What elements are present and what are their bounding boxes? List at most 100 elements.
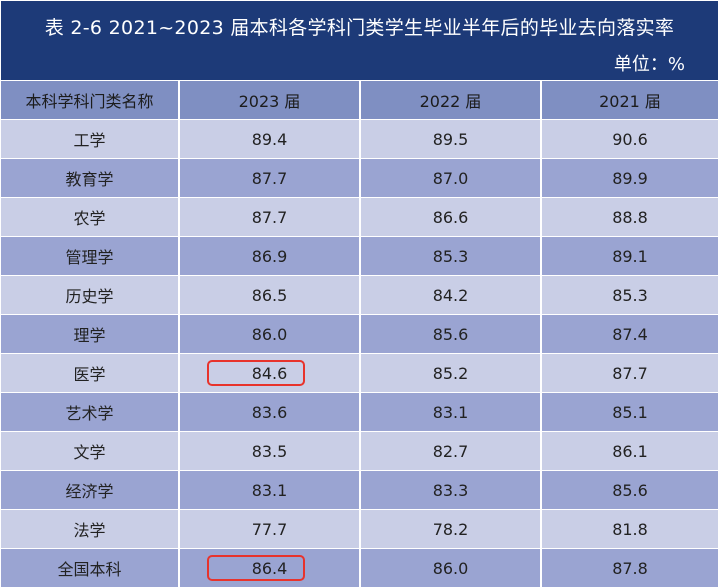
- cell-discipline: 法学: [1, 509, 179, 549]
- cell-2022-text: 85.2: [432, 363, 469, 383]
- cell-2021: 87.8: [540, 548, 718, 587]
- cell-2023-text: 84.6: [251, 363, 288, 383]
- cell-2021-text: 87.7: [612, 363, 648, 383]
- cell-discipline-text: 历史学: [65, 287, 114, 306]
- table-row: 历史学 86.5 84.2 85.3: [1, 275, 718, 315]
- table-body: 工学 89.4 89.5 90.6 教育学 87.7 87.0 89.9 农学 87.7 86.6 8…: [1, 119, 718, 587]
- cell-2022-text: 82.7: [432, 441, 469, 461]
- cell-2021: 81.8: [540, 509, 718, 549]
- header-2022: 2022 届: [359, 80, 541, 120]
- cell-discipline: 经济学: [1, 470, 179, 510]
- cell-2022: 84.2: [359, 275, 541, 315]
- data-table: 本科学科门类名称 2023 届 2022 届 2021 届 工学 89.4 89.5…: [1, 80, 718, 587]
- cell-2021: 88.8: [540, 197, 718, 237]
- cell-2021-text: 88.8: [612, 207, 648, 227]
- cell-2022: 83.3: [359, 470, 541, 510]
- cell-2023: 86.9: [178, 236, 360, 276]
- cell-2023-text: 87.7: [251, 168, 288, 188]
- cell-2021-text: 85.3: [612, 285, 648, 305]
- cell-discipline: 全国本科: [1, 548, 179, 587]
- cell-2023-text: 86.4: [251, 558, 288, 578]
- table-title: 表 2-6 2021~2023 届本科各学科门类学生毕业半年后的毕业去向落实率: [44, 17, 675, 39]
- cell-2023: 83.1: [178, 470, 360, 510]
- cell-2021: 87.4: [540, 314, 718, 354]
- cell-2023: 86.5: [178, 275, 360, 315]
- cell-2023: 89.4: [178, 119, 360, 159]
- cell-discipline-text: 理学: [73, 326, 106, 345]
- cell-2021: 85.1: [540, 392, 718, 432]
- cell-2023-text: 83.6: [251, 402, 288, 422]
- header-discipline: 本科学科门类名称: [1, 80, 179, 120]
- cell-discipline: 文学: [1, 431, 179, 471]
- cell-2023-text: 86.0: [251, 324, 288, 344]
- cell-2021: 86.1: [540, 431, 718, 471]
- cell-2023-text: 86.5: [251, 285, 288, 305]
- cell-2023: 86.0: [178, 314, 360, 354]
- cell-2021: 89.9: [540, 158, 718, 198]
- cell-2023: 87.7: [178, 197, 360, 237]
- cell-2022-text: 85.6: [432, 324, 469, 344]
- table-row: 全国本科 86.4 86.0 87.8: [1, 548, 718, 587]
- cell-2021-text: 90.6: [612, 129, 648, 149]
- cell-discipline: 教育学: [1, 158, 179, 198]
- cell-2022: 85.3: [359, 236, 541, 276]
- cell-2021-text: 87.4: [612, 324, 648, 344]
- cell-2021-text: 86.1: [612, 441, 648, 461]
- cell-2023-text: 83.1: [251, 480, 288, 500]
- title-bar: 表 2-6 2021~2023 届本科各学科门类学生毕业半年后的毕业去向落实率 …: [1, 1, 718, 80]
- cell-2021-text: 85.1: [612, 402, 648, 422]
- cell-2022-text: 86.0: [432, 558, 469, 578]
- table-row: 理学 86.0 85.6 87.4: [1, 314, 718, 354]
- cell-2022: 86.6: [359, 197, 541, 237]
- table-row: 管理学 86.9 85.3 89.1: [1, 236, 718, 276]
- cell-discipline-text: 经济学: [65, 482, 114, 501]
- cell-2021-text: 89.9: [612, 168, 648, 188]
- cell-2022-text: 85.3: [432, 246, 469, 266]
- header-row: 本科学科门类名称 2023 届 2022 届 2021 届: [1, 80, 718, 120]
- cell-2022: 89.5: [359, 119, 541, 159]
- cell-2021: 85.3: [540, 275, 718, 315]
- cell-discipline: 农学: [1, 197, 179, 237]
- table-row: 法学 77.7 78.2 81.8: [1, 509, 718, 549]
- cell-discipline: 管理学: [1, 236, 179, 276]
- cell-2022: 87.0: [359, 158, 541, 198]
- cell-discipline-text: 医学: [73, 365, 106, 384]
- cell-2023: 77.7: [178, 509, 360, 549]
- cell-2023-text: 83.5: [251, 441, 288, 461]
- cell-2023: 83.5: [178, 431, 360, 471]
- cell-discipline: 历史学: [1, 275, 179, 315]
- cell-discipline: 艺术学: [1, 392, 179, 432]
- cell-2022: 85.2: [359, 353, 541, 393]
- table-row: 农学 87.7 86.6 88.8: [1, 197, 718, 237]
- cell-2023: 84.6: [178, 353, 360, 393]
- cell-2021-text: 85.6: [612, 480, 648, 500]
- cell-2021-text: 89.1: [612, 246, 648, 266]
- table-row: 工学 89.4 89.5 90.6: [1, 119, 718, 159]
- cell-discipline: 理学: [1, 314, 179, 354]
- table-row: 艺术学 83.6 83.1 85.1: [1, 392, 718, 432]
- cell-2022-text: 87.0: [432, 168, 469, 188]
- cell-2022: 85.6: [359, 314, 541, 354]
- cell-2022-text: 83.1: [432, 402, 469, 422]
- cell-2022: 83.1: [359, 392, 541, 432]
- cell-discipline-text: 文学: [73, 443, 106, 462]
- cell-2023-text: 87.7: [251, 207, 288, 227]
- table-row: 教育学 87.7 87.0 89.9: [1, 158, 718, 198]
- cell-2021-text: 81.8: [612, 519, 648, 539]
- cell-2021: 89.1: [540, 236, 718, 276]
- cell-discipline-text: 管理学: [65, 248, 114, 267]
- cell-2021: 90.6: [540, 119, 718, 159]
- cell-2022-text: 86.6: [432, 207, 469, 227]
- cell-2023-text: 77.7: [251, 519, 288, 539]
- cell-2022: 78.2: [359, 509, 541, 549]
- cell-2023: 87.7: [178, 158, 360, 198]
- table-row: 文学 83.5 82.7 86.1: [1, 431, 718, 471]
- cell-2022: 86.0: [359, 548, 541, 587]
- cell-discipline-text: 工学: [73, 131, 106, 150]
- cell-2022: 82.7: [359, 431, 541, 471]
- cell-2023: 86.4: [178, 548, 360, 587]
- cell-discipline: 工学: [1, 119, 179, 159]
- cell-discipline-text: 艺术学: [65, 404, 114, 423]
- cell-discipline: 医学: [1, 353, 179, 393]
